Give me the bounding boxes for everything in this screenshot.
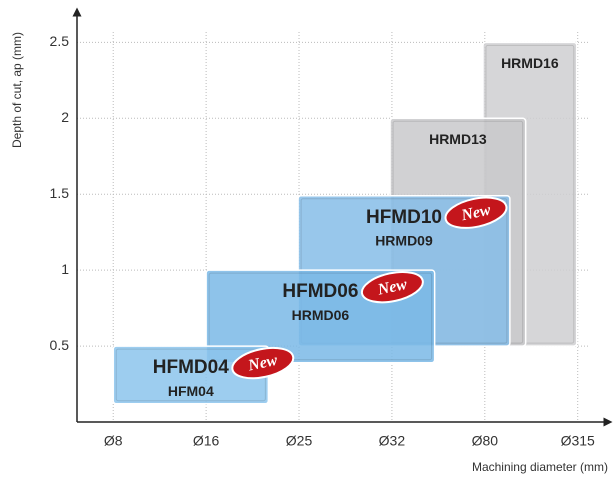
y-tick-label: 2 <box>61 109 69 125</box>
series-name: HFMD04 <box>153 357 229 378</box>
series-sub: HRMD06 <box>292 307 350 323</box>
y-tick-label: 2.5 <box>50 33 70 49</box>
series-name: HFMD10 <box>366 207 442 228</box>
new-badge-text: New <box>375 276 409 299</box>
box-shade <box>208 272 433 361</box>
y-tick-label: 0.5 <box>50 337 70 353</box>
y-tick-label: 1.5 <box>50 185 70 201</box>
new-badge-text: New <box>246 352 280 375</box>
x-tick-label: Ø315 <box>561 433 595 449</box>
series-name: HFMD06 <box>282 281 358 302</box>
series-name: HRMD13 <box>429 131 487 147</box>
series-sub: HFM04 <box>168 383 214 399</box>
x-tick-label: Ø32 <box>379 433 406 449</box>
y-tick-label: 1 <box>61 261 69 277</box>
series-name: HRMD16 <box>501 55 559 71</box>
new-badge <box>444 196 508 229</box>
x-axis-title: Machining diameter (mm) <box>472 460 608 474</box>
x-tick-label: Ø80 <box>472 433 499 449</box>
new-badge <box>231 346 295 380</box>
x-tick-label: Ø16 <box>193 433 220 449</box>
series-sub: HRMD09 <box>375 232 433 248</box>
new-badge-text: New <box>459 201 493 224</box>
x-tick-label: Ø25 <box>286 433 313 449</box>
y-axis-title: Depth of cut, ap (mm) <box>10 32 24 148</box>
new-badge <box>360 271 424 304</box>
x-tick-label: Ø8 <box>104 433 123 449</box>
